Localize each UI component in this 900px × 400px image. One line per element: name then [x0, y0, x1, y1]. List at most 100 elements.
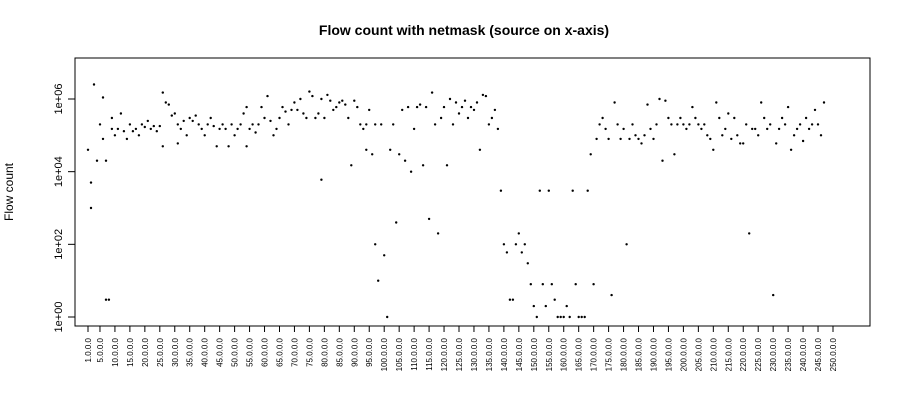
data-point	[658, 97, 661, 101]
data-point	[170, 114, 173, 117]
data-point	[362, 127, 365, 131]
data-point	[532, 304, 535, 308]
data-point	[263, 116, 266, 120]
x-tick-label: 55.0.0.0	[246, 337, 255, 366]
x-tick-label: 35.0.0.0	[186, 337, 195, 366]
data-point	[736, 134, 739, 137]
data-point	[296, 108, 299, 112]
data-point	[583, 315, 586, 319]
data-point	[783, 123, 787, 126]
data-point	[374, 243, 377, 246]
data-point	[206, 123, 209, 126]
x-tick-label: 85.0.0.0	[335, 337, 344, 366]
data-point	[520, 251, 523, 254]
data-point	[679, 116, 682, 120]
x-tick-label: 100.0.0.0	[380, 337, 389, 371]
data-point	[341, 99, 344, 102]
x-tick-label: 80.0.0.0	[320, 337, 329, 366]
data-point	[655, 123, 658, 126]
x-tick-label: 200.0.0.0	[679, 337, 688, 371]
data-point	[427, 217, 431, 221]
data-point	[392, 123, 395, 126]
data-point	[562, 315, 565, 319]
data-point	[209, 116, 212, 120]
data-point	[146, 119, 149, 123]
data-point	[224, 127, 227, 131]
data-point	[119, 112, 123, 115]
data-point	[496, 127, 500, 131]
data-point	[110, 127, 114, 131]
data-point	[634, 134, 637, 137]
data-point	[469, 105, 473, 109]
data-point	[526, 262, 529, 265]
data-point	[454, 101, 458, 104]
data-point	[433, 123, 437, 126]
data-point	[682, 123, 685, 126]
data-point	[401, 108, 404, 112]
data-point	[777, 127, 781, 131]
data-point	[122, 130, 126, 133]
data-point	[101, 137, 105, 141]
data-point	[421, 164, 425, 167]
data-point	[775, 142, 778, 145]
data-point	[254, 131, 257, 134]
x-tick-label: 235.0.0.0	[784, 337, 793, 371]
data-point	[350, 164, 353, 167]
data-point	[466, 116, 470, 120]
data-point	[176, 123, 179, 126]
data-point	[505, 251, 509, 254]
data-point	[637, 137, 640, 141]
data-point	[173, 112, 176, 115]
data-point	[649, 127, 652, 131]
data-point	[460, 105, 464, 109]
data-point	[813, 108, 817, 112]
data-point	[628, 137, 631, 141]
data-point	[804, 116, 808, 120]
data-point	[302, 112, 305, 115]
data-point	[643, 134, 646, 137]
x-tick-label: 190.0.0.0	[649, 337, 658, 371]
data-point	[344, 103, 347, 106]
data-point	[197, 123, 200, 126]
x-tick-label: 245.0.0.0	[814, 337, 823, 371]
x-tick-label: 180.0.0.0	[620, 337, 629, 371]
x-tick-label: 10.0.0.0	[111, 337, 120, 366]
data-point	[155, 130, 158, 133]
y-tick-label: 1e+04	[53, 156, 65, 187]
data-point	[661, 159, 664, 162]
data-point	[529, 283, 532, 286]
plot-frame	[74, 57, 871, 327]
data-point	[287, 123, 290, 126]
x-tick-label: 170.0.0.0	[590, 337, 599, 371]
data-point	[164, 101, 167, 104]
data-point	[320, 97, 323, 101]
data-point	[281, 105, 284, 109]
data-point	[116, 127, 120, 131]
data-point	[745, 123, 748, 126]
data-point	[98, 123, 102, 126]
data-point	[676, 123, 679, 126]
data-point	[332, 108, 335, 112]
x-tick-label: 120.0.0.0	[440, 337, 449, 371]
data-point	[724, 127, 727, 131]
data-point	[807, 127, 811, 131]
data-point	[311, 94, 314, 98]
data-point	[673, 153, 676, 156]
data-point	[580, 315, 583, 319]
x-tick-label: 130.0.0.0	[470, 337, 479, 371]
data-point	[601, 116, 604, 120]
data-point	[442, 105, 446, 109]
data-point	[406, 105, 410, 109]
x-tick-label: 140.0.0.0	[500, 337, 509, 371]
x-tick-label: 150.0.0.0	[530, 337, 539, 371]
data-point	[559, 315, 562, 319]
data-point	[535, 315, 538, 319]
x-tick-label: 230.0.0.0	[769, 337, 778, 371]
data-point	[317, 112, 320, 115]
data-point	[365, 123, 368, 126]
data-point	[415, 105, 419, 109]
data-point	[338, 101, 341, 104]
x-tick-label: 90.0.0.0	[350, 337, 359, 366]
data-point	[326, 93, 329, 97]
data-point	[610, 293, 613, 297]
